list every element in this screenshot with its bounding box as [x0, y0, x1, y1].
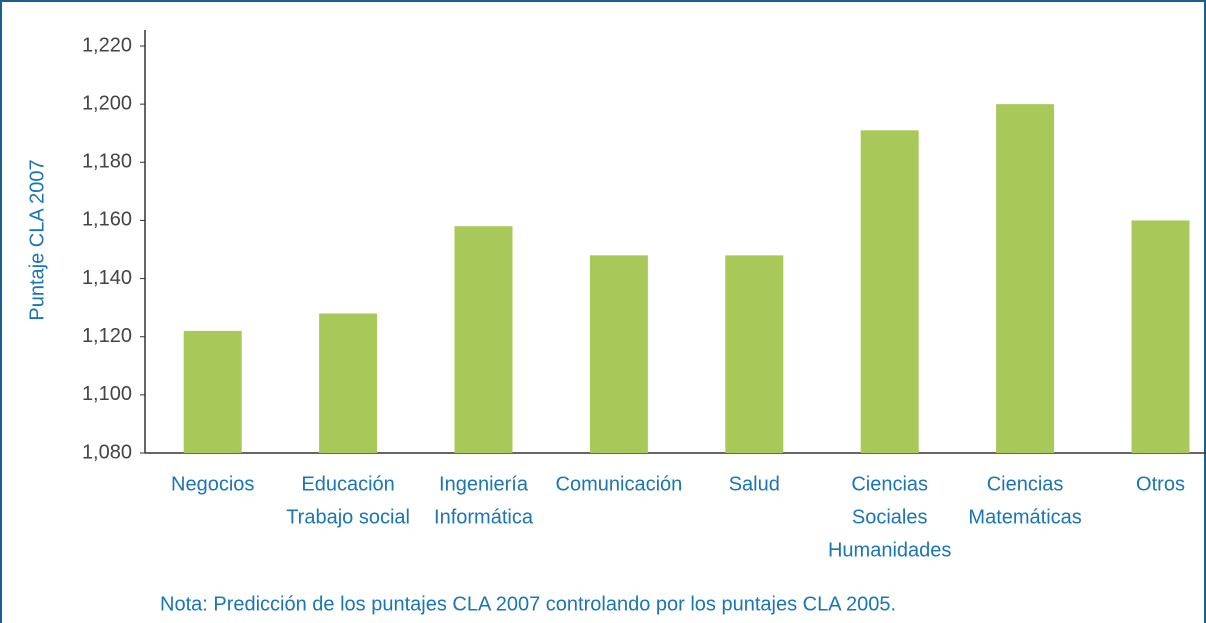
x-tick-label: Ciencias	[987, 473, 1064, 495]
bar	[183, 330, 242, 453]
x-tick-label: Negocios	[171, 473, 254, 495]
x-tick-label: Sociales	[852, 506, 928, 528]
y-tick-label: 1,200	[82, 92, 132, 114]
bar	[454, 226, 513, 453]
x-tick-label: Trabajo social	[286, 506, 410, 528]
x-tick-label: Educación	[301, 473, 394, 495]
y-tick-label: 1,140	[82, 267, 132, 289]
bar	[860, 130, 919, 454]
y-tick-label: 1,220	[82, 34, 132, 56]
x-tick-label: Comunicación	[556, 473, 683, 495]
y-tick-label: 1,160	[82, 209, 132, 231]
y-axis-label: Puntaje CLA 2007	[26, 159, 48, 320]
x-tick-label: Informática	[434, 506, 534, 528]
x-tick-label: Ciencias	[851, 473, 928, 495]
x-tick-label: Matemáticas	[968, 506, 1081, 528]
bar	[589, 255, 648, 453]
note: Nota: Predicción de los puntajes CLA 200…	[160, 593, 896, 615]
y-tick-label: 1,100	[82, 383, 132, 405]
bar	[319, 313, 378, 453]
bar	[725, 255, 784, 453]
x-tick-label: Ingeniería	[439, 473, 529, 495]
y-tick-label: 1,120	[82, 325, 132, 347]
x-tick-label: Salud	[729, 473, 780, 495]
bar	[996, 104, 1055, 454]
bar	[1131, 220, 1190, 453]
x-tick-label: Otros	[1136, 473, 1185, 495]
x-tick-label: Humanidades	[828, 539, 951, 561]
y-tick-label: 1,080	[82, 441, 132, 463]
y-tick-label: 1,180	[82, 151, 132, 173]
